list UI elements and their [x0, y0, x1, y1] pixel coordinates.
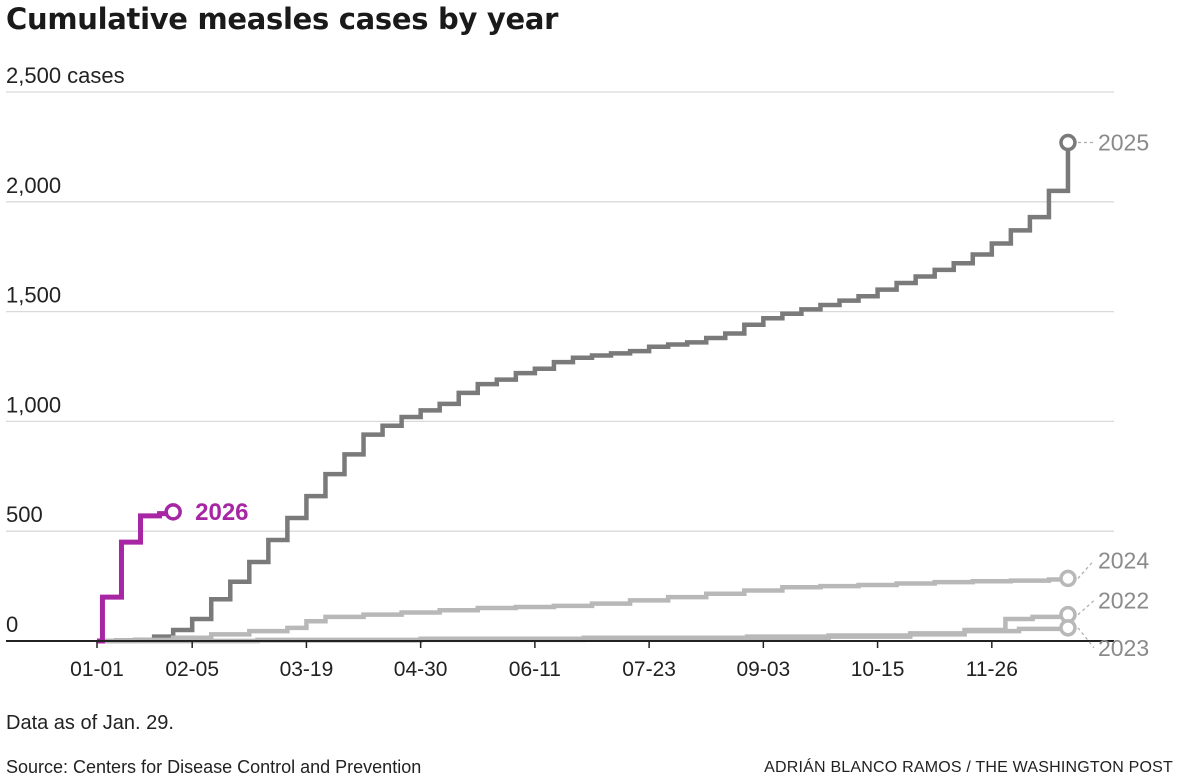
x-tick-label: 04-30	[394, 658, 448, 681]
series-line-2026	[97, 511, 176, 644]
label-connector-2022	[1077, 600, 1095, 616]
x-tick-label: 07-23	[622, 658, 676, 681]
end-marker-2026	[164, 503, 182, 521]
series-label-2025: 2025	[1098, 130, 1149, 156]
series-label-2022: 2022	[1098, 588, 1149, 614]
x-tick-label: 09-03	[736, 658, 790, 681]
y-tick-label: 500	[6, 502, 43, 527]
y-tick-label: 0	[6, 612, 18, 637]
source-note: Source: Centers for Disease Control and …	[6, 757, 422, 777]
x-axis-ticks: 01-01 02-05 03-19 04-30 06-11 07-23 09-03 10-15…	[70, 641, 1018, 681]
grid-lines	[6, 91, 1114, 532]
series-line-2023	[97, 626, 1071, 644]
chart-title: Cumulative measles cases by year	[6, 2, 559, 36]
x-tick-label: 10-15	[851, 658, 905, 681]
x-tick-label: 01-01	[70, 658, 124, 681]
x-tick-label: 06-11	[509, 658, 561, 681]
label-connector-2023	[1077, 627, 1095, 649]
series-line-2024	[97, 577, 1071, 644]
y-tick-label: 2,000	[6, 173, 61, 198]
end-marker-2023	[1059, 619, 1077, 637]
series-label-2023: 2023	[1098, 635, 1149, 661]
end-marker-2024	[1059, 569, 1077, 588]
y-tick-label: 1,000	[6, 392, 61, 417]
series-lines	[97, 133, 1077, 644]
label-connector-2024	[1077, 560, 1095, 579]
y-axis-ticks: 0 500 1,000 1,500 2,000 2,500 cases	[6, 63, 125, 637]
x-tick-label: 11-26	[966, 658, 1018, 681]
series-labels: 2025 2024 2022 2023 2026	[195, 130, 1149, 661]
series-label-2024: 2024	[1098, 547, 1149, 573]
x-tick-label: 02-05	[165, 658, 219, 681]
series-line-2025	[97, 142, 1071, 644]
series-label-2026: 2026	[195, 499, 248, 526]
x-tick-label: 03-19	[280, 658, 334, 681]
y-tick-label: 1,500	[6, 283, 61, 308]
end-marker-2025	[1059, 133, 1077, 152]
credit-line: ADRIÁN BLANCO RAMOS / THE WASHINGTON POS…	[764, 759, 1173, 776]
y-tick-label: 2,500 cases	[6, 63, 125, 88]
data-note: Data as of Jan. 29.	[6, 712, 174, 734]
